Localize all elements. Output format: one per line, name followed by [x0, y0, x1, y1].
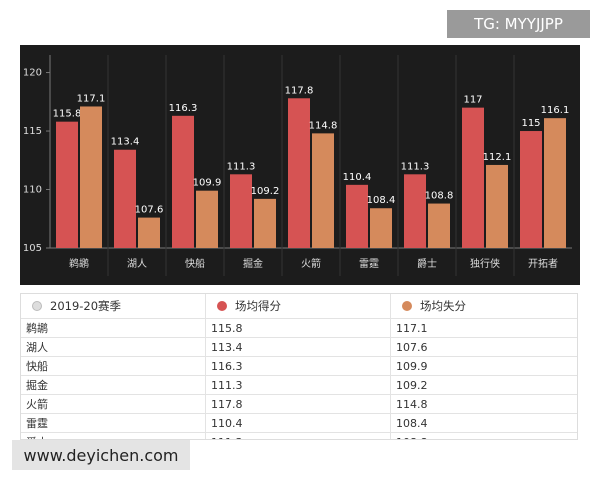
- table-header-row: 2019-20赛季 场均得分 场均失分: [21, 294, 577, 319]
- header-cell: 场均失分: [391, 294, 577, 318]
- bar: [56, 121, 78, 248]
- bar: [428, 203, 450, 248]
- bar: [544, 118, 566, 248]
- value-label: 113.4: [111, 137, 140, 148]
- bar: [138, 217, 160, 248]
- x-tick-label: 火箭: [301, 257, 321, 270]
- header-text: 2019-20赛季: [50, 299, 122, 313]
- value-label: 117.8: [285, 85, 314, 96]
- bar: [462, 107, 484, 249]
- value-cell: 117.1: [396, 321, 428, 335]
- value-cell: 110.4: [206, 414, 391, 432]
- team-cell: 湖人: [21, 338, 206, 356]
- team-cell: 火箭: [21, 395, 206, 413]
- table-row: 掘金 111.3 109.2: [21, 376, 577, 395]
- value-cell: 113.4: [206, 338, 391, 356]
- team-cell: 掘金: [21, 376, 206, 394]
- header-cell: 2019-20赛季: [21, 294, 206, 318]
- bar: [172, 115, 194, 248]
- y-tick-label: 105: [23, 243, 42, 254]
- legend-label: 场均得分: [235, 299, 281, 313]
- bar: [346, 184, 368, 248]
- bar: [80, 106, 102, 248]
- x-tick-label: 快船: [185, 257, 205, 270]
- value-label: 107.6: [135, 205, 164, 216]
- x-tick-label: 独行侠: [470, 257, 500, 270]
- legend-dot: [32, 301, 42, 311]
- bar: [114, 149, 136, 248]
- value-label: 117.1: [77, 93, 106, 104]
- header-cell: 场均得分: [206, 294, 391, 318]
- value-cell: 108.4: [396, 416, 428, 430]
- value-cell: 109.2: [396, 378, 428, 392]
- table-row: 湖人 113.4 107.6: [21, 338, 577, 357]
- x-tick-label: 湖人: [127, 258, 147, 270]
- value-label: 116.1: [541, 105, 570, 116]
- table-row: 快船 116.3 109.9: [21, 357, 577, 376]
- table-row: 雷霆 110.4 108.4: [21, 414, 577, 433]
- bar: [404, 174, 426, 248]
- bar: [370, 208, 392, 248]
- value-cell: 115.8: [206, 319, 391, 337]
- value-label: 110.4: [343, 172, 372, 183]
- value-cell: 111.3: [206, 433, 391, 439]
- team-cell: 雷霆: [21, 414, 206, 432]
- legend-dot: [217, 301, 227, 311]
- value-label: 109.2: [251, 186, 280, 197]
- value-label: 109.9: [193, 178, 222, 189]
- y-tick-label: 115: [23, 126, 42, 137]
- legend-dot: [402, 301, 412, 311]
- chart: 105 110 115 120 鹈鹕 115.8 117.1 湖人 113.4 107.6 快船 11…: [20, 45, 580, 285]
- value-cell: 111.3: [206, 376, 391, 394]
- bar: [312, 133, 334, 248]
- bar: [520, 131, 542, 248]
- y-tick-label: 120: [23, 68, 42, 79]
- value-label: 116.3: [169, 103, 198, 114]
- team-cell: 快船: [21, 357, 206, 375]
- value-label: 117: [463, 95, 482, 106]
- x-tick-label: 爵士: [417, 257, 437, 270]
- value-label: 111.3: [227, 161, 256, 172]
- value-cell: 107.6: [396, 340, 428, 354]
- legend-label: 场均失分: [420, 299, 466, 313]
- bar: [486, 164, 508, 248]
- value-label: 115.8: [53, 109, 82, 120]
- table: 2019-20赛季 场均得分 场均失分 鹈鹕 115.8 117.1 湖人 113.4 1…: [20, 293, 578, 440]
- x-tick-label: 雷霆: [359, 258, 379, 270]
- value-label: 114.8: [309, 120, 338, 131]
- bar: [230, 174, 252, 248]
- value-cell: 116.3: [206, 357, 391, 375]
- value-label: 108.8: [425, 191, 454, 202]
- value-cell: 108.8: [391, 433, 577, 440]
- bar: [196, 190, 218, 248]
- x-tick-label: 开拓者: [528, 258, 558, 270]
- value-label: 108.4: [367, 195, 396, 206]
- value-cell: 117.8: [206, 395, 391, 413]
- table-row: 鹈鹕 115.8 117.1: [21, 319, 577, 338]
- value-label: 112.1: [483, 152, 512, 163]
- watermark: www.deyichen.com: [12, 440, 190, 470]
- value-label: 111.3: [401, 161, 430, 172]
- bar: [254, 198, 276, 248]
- value-cell: 114.8: [396, 397, 428, 411]
- y-tick-label: 110: [23, 185, 42, 196]
- table-row: 火箭 117.8 114.8: [21, 395, 577, 414]
- x-tick-label: 鹈鹕: [69, 257, 89, 270]
- value-label: 115: [521, 118, 540, 129]
- bar: [288, 98, 310, 249]
- team-cell: 爵士: [21, 433, 206, 439]
- team-cell: 鹈鹕: [21, 319, 206, 337]
- watermark: TG: MYYJJPP: [447, 10, 590, 38]
- x-tick-label: 掘金: [243, 257, 263, 270]
- value-cell: 109.9: [396, 359, 428, 373]
